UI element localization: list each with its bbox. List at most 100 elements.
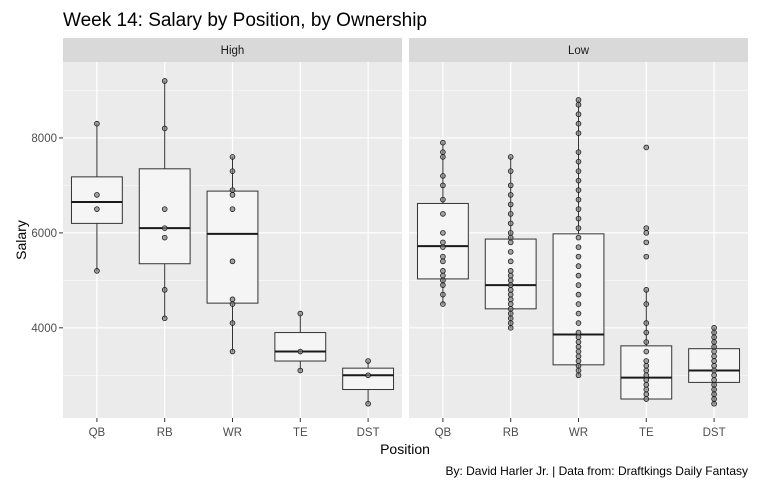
data-point bbox=[575, 253, 582, 260]
data-point bbox=[643, 253, 650, 260]
data-point bbox=[94, 206, 100, 212]
data-point bbox=[575, 320, 582, 326]
data-point bbox=[507, 287, 514, 293]
data-point bbox=[643, 362, 650, 369]
data-point bbox=[507, 211, 514, 217]
data-point bbox=[643, 381, 650, 388]
data-point bbox=[711, 386, 717, 393]
box-wr bbox=[552, 97, 605, 379]
data-point bbox=[643, 396, 650, 402]
data-point bbox=[440, 239, 446, 246]
data-point bbox=[507, 325, 514, 331]
data-point bbox=[507, 310, 514, 317]
data-point bbox=[711, 329, 717, 336]
data-point bbox=[161, 287, 168, 293]
data-point bbox=[575, 282, 582, 288]
data-point bbox=[365, 372, 371, 379]
data-point bbox=[440, 211, 446, 217]
data-point bbox=[575, 362, 582, 369]
data-point bbox=[575, 310, 582, 317]
data-point bbox=[711, 377, 717, 383]
box-te bbox=[620, 144, 673, 402]
panel-high: High QB RB WR TE DST bbox=[63, 38, 402, 439]
facet-strip-label: High bbox=[221, 45, 245, 57]
x-tick-label: WR bbox=[223, 427, 242, 439]
data-point bbox=[575, 120, 582, 127]
data-point bbox=[643, 391, 650, 398]
data-point bbox=[94, 120, 100, 127]
data-point bbox=[229, 168, 236, 174]
data-point bbox=[229, 154, 236, 160]
chart-caption: By: David Harler Jr. | Data from: Draftk… bbox=[445, 464, 748, 478]
data-point bbox=[297, 348, 304, 355]
data-point bbox=[507, 268, 514, 274]
data-point bbox=[643, 301, 650, 307]
data-point bbox=[575, 225, 582, 231]
data-point bbox=[711, 400, 717, 407]
data-point bbox=[229, 301, 236, 307]
data-point bbox=[365, 400, 371, 407]
data-point bbox=[161, 225, 168, 231]
data-point bbox=[440, 244, 446, 250]
x-tick-label: QB bbox=[435, 427, 452, 439]
data-point bbox=[229, 187, 236, 193]
data-point bbox=[229, 192, 236, 198]
data-point bbox=[575, 215, 582, 222]
data-point bbox=[643, 230, 650, 236]
x-tick-label: TE bbox=[293, 427, 308, 439]
data-point bbox=[711, 358, 717, 364]
x-tick-label: RB bbox=[503, 427, 519, 439]
data-point bbox=[575, 168, 582, 174]
data-point bbox=[440, 272, 446, 279]
data-point bbox=[575, 291, 582, 298]
data-point bbox=[507, 220, 514, 227]
data-point bbox=[440, 277, 446, 284]
data-point bbox=[161, 206, 168, 212]
data-point bbox=[161, 78, 168, 84]
facet-panels: High QB RB WR TE DST Low QB RB WR TE DST bbox=[63, 38, 748, 439]
data-point bbox=[94, 268, 100, 274]
data-point bbox=[507, 282, 514, 288]
y-tick-label: 4000 bbox=[31, 323, 57, 335]
data-point bbox=[643, 225, 650, 231]
data-point bbox=[161, 234, 168, 241]
data-point bbox=[711, 391, 717, 398]
box-dst bbox=[688, 325, 741, 407]
data-point bbox=[507, 291, 514, 298]
data-point bbox=[229, 320, 236, 326]
x-tick-label: WR bbox=[569, 427, 588, 439]
chart-title: Week 14: Salary by Position, by Ownershi… bbox=[63, 10, 427, 31]
data-point bbox=[575, 367, 582, 374]
data-point bbox=[575, 149, 582, 155]
data-point bbox=[643, 386, 650, 393]
data-point bbox=[507, 239, 514, 246]
data-point bbox=[229, 258, 236, 265]
data-point bbox=[575, 263, 582, 269]
data-point bbox=[507, 249, 514, 255]
data-point bbox=[440, 230, 446, 236]
data-point bbox=[575, 372, 582, 379]
x-tick-label: TE bbox=[639, 427, 654, 439]
data-point bbox=[643, 358, 650, 364]
data-point bbox=[711, 396, 717, 402]
x-tick-label: QB bbox=[89, 427, 106, 439]
data-point bbox=[643, 144, 650, 151]
data-point bbox=[507, 301, 514, 307]
data-point bbox=[643, 339, 650, 345]
box-rb bbox=[484, 154, 537, 331]
data-point bbox=[575, 177, 582, 184]
data-point bbox=[643, 377, 650, 383]
box-rb bbox=[138, 78, 191, 322]
data-point bbox=[575, 353, 582, 360]
box-iqr bbox=[274, 332, 327, 362]
y-tick-label: 8000 bbox=[31, 133, 57, 145]
data-point bbox=[507, 277, 514, 284]
data-point bbox=[507, 315, 514, 322]
box-iqr bbox=[70, 176, 123, 224]
data-point bbox=[507, 234, 514, 241]
data-point bbox=[440, 301, 446, 307]
data-point bbox=[575, 343, 582, 350]
y-axis: 4000 6000 8000 bbox=[31, 133, 63, 335]
data-point bbox=[440, 291, 446, 298]
data-point bbox=[575, 97, 582, 103]
